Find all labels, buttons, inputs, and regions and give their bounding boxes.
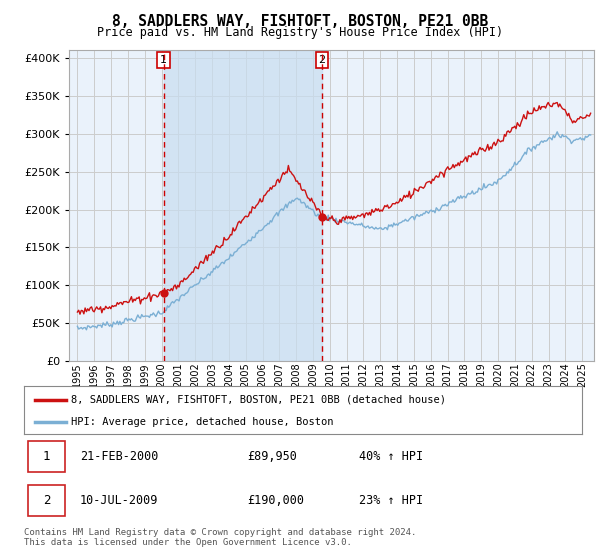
Text: HPI: Average price, detached house, Boston: HPI: Average price, detached house, Bost… (71, 417, 334, 427)
Text: 23% ↑ HPI: 23% ↑ HPI (359, 494, 423, 507)
Text: Price paid vs. HM Land Registry's House Price Index (HPI): Price paid vs. HM Land Registry's House … (97, 26, 503, 39)
Bar (164, 50, 322, 361)
Text: 2: 2 (43, 494, 50, 507)
Text: 10-JUL-2009: 10-JUL-2009 (80, 494, 158, 507)
FancyBboxPatch shape (28, 484, 65, 516)
Text: 21-FEB-2000: 21-FEB-2000 (80, 450, 158, 463)
Text: £190,000: £190,000 (247, 494, 304, 507)
Text: Contains HM Land Registry data © Crown copyright and database right 2024.
This d: Contains HM Land Registry data © Crown c… (24, 528, 416, 547)
Text: 1: 1 (43, 450, 50, 463)
Text: 2: 2 (319, 55, 325, 66)
Text: £89,950: £89,950 (247, 450, 297, 463)
Text: 8, SADDLERS WAY, FISHTOFT, BOSTON, PE21 0BB: 8, SADDLERS WAY, FISHTOFT, BOSTON, PE21 … (112, 14, 488, 29)
Text: 8, SADDLERS WAY, FISHTOFT, BOSTON, PE21 0BB (detached house): 8, SADDLERS WAY, FISHTOFT, BOSTON, PE21 … (71, 395, 446, 405)
Text: 1: 1 (160, 55, 167, 66)
FancyBboxPatch shape (28, 441, 65, 473)
Text: 40% ↑ HPI: 40% ↑ HPI (359, 450, 423, 463)
